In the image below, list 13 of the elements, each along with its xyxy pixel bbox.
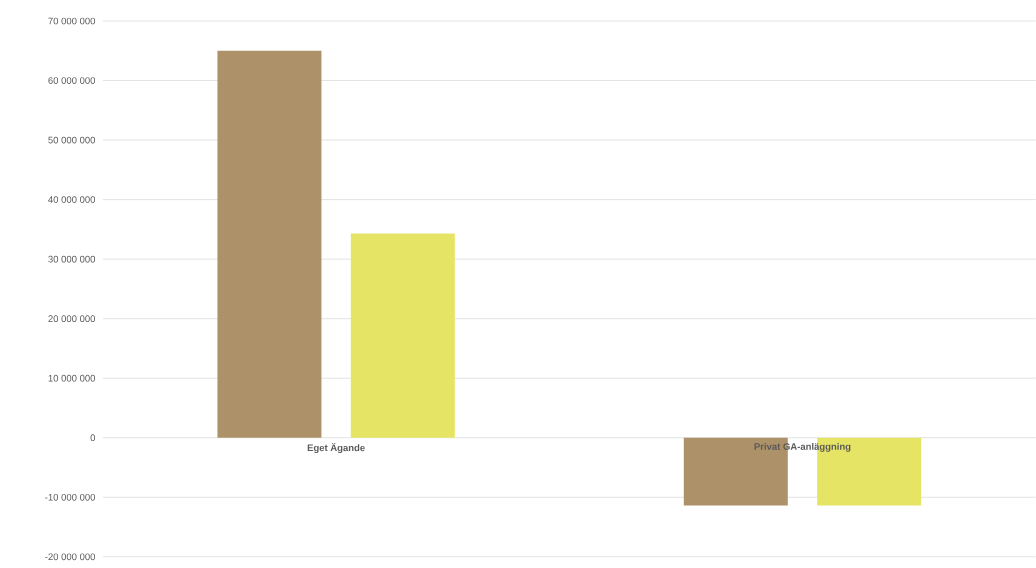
y-tick-label: 40 000 000: [48, 196, 96, 204]
y-tick-label: -20 000 000: [45, 553, 96, 561]
bar: [217, 50, 322, 438]
y-tick-label: 50 000 000: [48, 136, 96, 144]
x-tick-label: Eget Ägande: [307, 443, 365, 454]
y-tick-label: 30 000 000: [48, 255, 96, 263]
y-tick-label: 20 000 000: [48, 315, 96, 323]
y-tick-label: 10 000 000: [48, 374, 96, 382]
y-tick-label: -10 000 000: [45, 493, 96, 501]
y-tick-label: 70 000 000: [48, 17, 96, 25]
y-tick-label: 0: [90, 434, 96, 442]
y-tick-label: 60 000 000: [48, 77, 96, 84]
bar: [350, 233, 455, 438]
